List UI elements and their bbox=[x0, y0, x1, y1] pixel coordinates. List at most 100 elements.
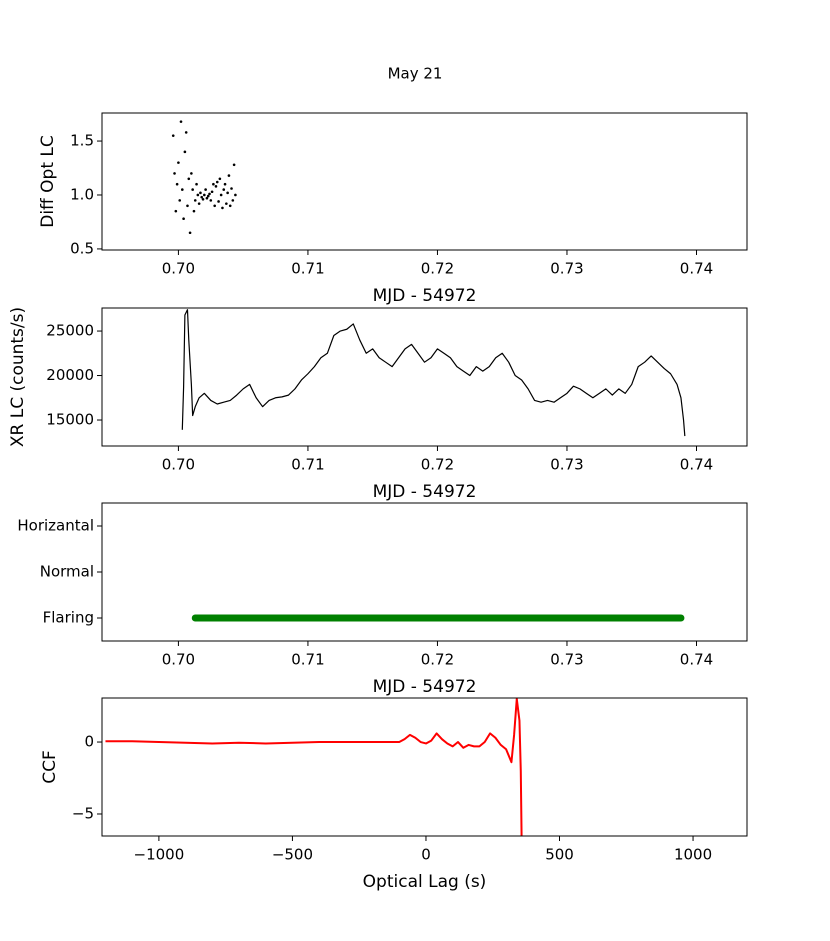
axes-frame bbox=[101, 502, 748, 642]
point bbox=[210, 190, 214, 194]
y-tick-label: 0.5 bbox=[70, 239, 94, 257]
point bbox=[203, 193, 206, 197]
point bbox=[215, 180, 219, 184]
point bbox=[193, 199, 197, 202]
point bbox=[174, 209, 178, 213]
y-tick-label: 1.5 bbox=[70, 132, 94, 150]
point bbox=[219, 193, 223, 197]
point bbox=[200, 195, 204, 199]
x-tick-label: −1000 bbox=[134, 846, 185, 864]
point bbox=[192, 209, 196, 213]
point bbox=[234, 193, 237, 197]
x-axis-label: MJD - 54972 bbox=[373, 482, 477, 502]
point bbox=[188, 231, 192, 235]
x-tick-label: 0.71 bbox=[291, 456, 324, 474]
point bbox=[196, 193, 200, 197]
x-tick-label: 0.74 bbox=[680, 651, 713, 669]
y-tick-label: Flaring bbox=[43, 609, 94, 627]
point bbox=[175, 182, 179, 186]
point bbox=[232, 163, 236, 167]
point bbox=[209, 199, 213, 202]
x-tick-label: 0.73 bbox=[550, 651, 583, 669]
y-tick-label: Normal bbox=[40, 563, 94, 581]
point bbox=[206, 194, 210, 198]
point bbox=[231, 199, 235, 202]
point bbox=[225, 202, 228, 205]
y-tick-label: Horizantal bbox=[17, 517, 94, 535]
x-tick-label: 1000 bbox=[674, 846, 712, 864]
subplot: 15000 20000 25000 0.70 0.71 0.72 0.73 0.74 MJD -… bbox=[8, 307, 748, 502]
subplot: −5 0 −1000 −500 0 500 1000 Optical Lag (s) CCF bbox=[40, 697, 748, 892]
x-tick-label: 0 bbox=[421, 846, 431, 864]
point bbox=[199, 191, 202, 195]
point bbox=[226, 191, 229, 195]
plot-area bbox=[105, 698, 523, 836]
x-tick-label: 0.70 bbox=[162, 456, 195, 474]
subplot: 0.5 1.0 1.5 0.70 0.71 0.72 0.73 0.74 MJD - 54972… bbox=[38, 112, 748, 306]
point bbox=[183, 150, 187, 154]
x-axis-label: MJD - 54972 bbox=[373, 677, 477, 697]
point bbox=[181, 188, 184, 191]
point bbox=[195, 182, 198, 186]
point bbox=[187, 177, 191, 181]
axes-frame bbox=[101, 112, 748, 251]
point bbox=[171, 134, 175, 137]
point bbox=[191, 188, 194, 191]
x-tick-label: 0.72 bbox=[421, 651, 454, 669]
point bbox=[179, 120, 183, 123]
x-tick-label: 0.73 bbox=[550, 260, 583, 278]
plot-area bbox=[181, 309, 686, 437]
point bbox=[213, 204, 216, 208]
point bbox=[208, 192, 211, 196]
x-tick-label: 0.71 bbox=[291, 260, 324, 278]
x-tick-label: 0.70 bbox=[162, 651, 195, 669]
y-tick-label: 25000 bbox=[46, 322, 94, 340]
x-axis-label: Optical Lag (s) bbox=[363, 872, 487, 892]
point bbox=[177, 161, 180, 164]
x-tick-label: 0.74 bbox=[680, 456, 713, 474]
point bbox=[228, 204, 232, 208]
y-axis-label: CCF bbox=[40, 750, 60, 784]
point bbox=[205, 196, 209, 200]
y-tick-label: 15000 bbox=[46, 411, 94, 429]
x-tick-label: 0.70 bbox=[162, 260, 195, 278]
axes-frame bbox=[101, 307, 748, 447]
x-axis-label: MJD - 54972 bbox=[373, 286, 477, 306]
data-line bbox=[105, 698, 523, 836]
point bbox=[223, 182, 227, 186]
x-tick-label: 0.72 bbox=[421, 260, 454, 278]
point bbox=[182, 217, 185, 221]
point bbox=[178, 199, 182, 202]
point bbox=[212, 182, 215, 186]
x-tick-label: 500 bbox=[545, 846, 574, 864]
point bbox=[186, 204, 189, 208]
x-tick-label: −500 bbox=[272, 846, 313, 864]
subplot: Flaring Normal Horizantal 0.70 0.71 0.72 0.73 0… bbox=[17, 502, 748, 697]
figure-title: May 21 bbox=[388, 65, 443, 83]
y-axis-label: XR LC (counts/s) bbox=[8, 307, 28, 447]
x-tick-label: 0.71 bbox=[291, 651, 324, 669]
point bbox=[230, 187, 233, 190]
plot-area bbox=[171, 120, 237, 235]
point bbox=[218, 177, 222, 181]
point bbox=[184, 131, 188, 134]
point bbox=[197, 202, 201, 205]
x-tick-label: 0.72 bbox=[421, 456, 454, 474]
x-tick-label: 0.73 bbox=[550, 456, 583, 474]
y-axis-label: Diff Opt LC bbox=[38, 135, 58, 228]
point bbox=[221, 206, 224, 210]
point bbox=[190, 172, 193, 175]
point bbox=[201, 197, 205, 201]
point bbox=[214, 185, 218, 188]
point bbox=[173, 172, 176, 175]
y-tick-label: 20000 bbox=[46, 366, 94, 384]
y-tick-label: 0 bbox=[84, 733, 94, 751]
data-line bbox=[181, 309, 686, 437]
point bbox=[222, 188, 226, 191]
axes-frame bbox=[101, 697, 748, 837]
y-tick-label: 1.0 bbox=[70, 185, 94, 203]
point bbox=[227, 174, 231, 177]
y-tick-label: −5 bbox=[72, 804, 94, 822]
point bbox=[217, 200, 220, 203]
